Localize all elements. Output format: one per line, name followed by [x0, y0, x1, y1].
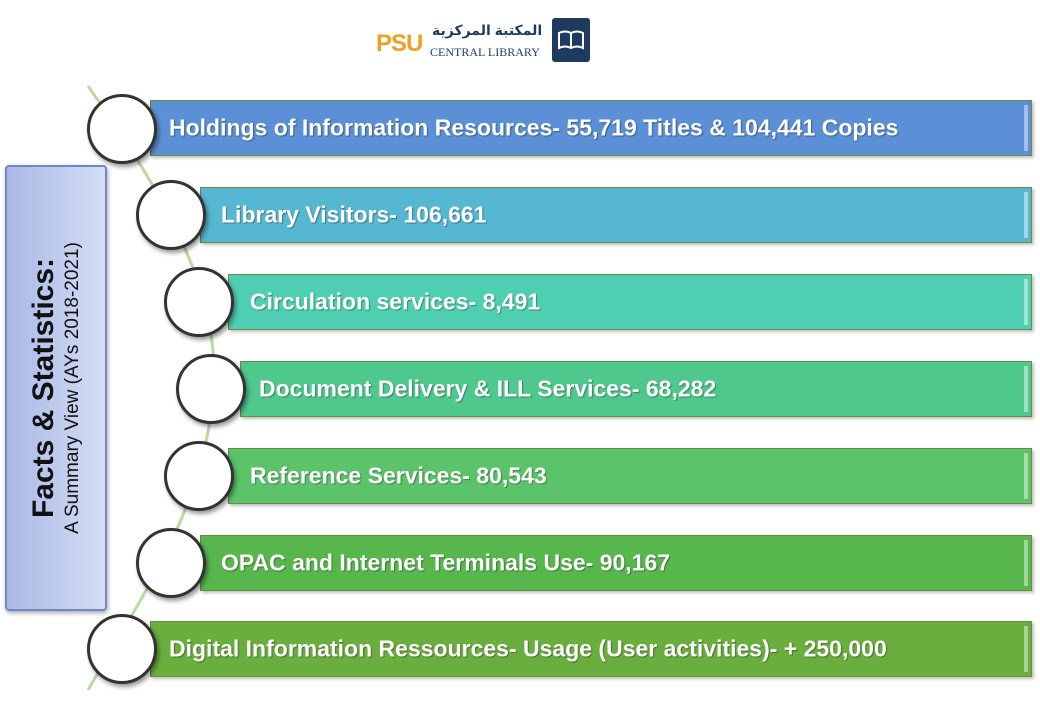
bar-digital-resources: Digital Information Ressources- Usage (U…: [150, 621, 1032, 677]
bar-opac: OPAC and Internet Terminals Use- 90,167: [200, 535, 1032, 591]
psu-central-library-logo: PSU المكتبة المركزية CENTRAL LIBRARY: [376, 18, 596, 66]
bar-label-holdings: Holdings of Information Resources- 55,71…: [169, 114, 899, 141]
bar-label-reference: Reference Services- 80,543: [250, 462, 547, 489]
circle-marker-2: [136, 180, 206, 250]
bar-label-visitors: Library Visitors- 106,661: [221, 201, 487, 228]
logo-arabic-text: المكتبة المركزية: [432, 22, 543, 38]
bar-label-document-delivery: Document Delivery & ILL Services- 68,282: [259, 375, 717, 402]
circle-marker-1: [87, 94, 157, 164]
bar-label-digital-resources: Digital Information Ressources- Usage (U…: [169, 635, 887, 662]
book-icon: [552, 18, 590, 62]
bar-label-opac: OPAC and Internet Terminals Use- 90,167: [221, 549, 671, 576]
facts-statistics-box: Facts & Statistics: A Summary View (AYs …: [5, 165, 107, 611]
circle-marker-6: [136, 528, 206, 598]
side-subtitle: A Summary View (AYs 2018-2021): [62, 242, 83, 534]
bar-circulation: Circulation services- 8,491: [228, 274, 1032, 330]
side-title: Facts & Statistics:: [27, 257, 60, 519]
bar-holdings: Holdings of Information Resources- 55,71…: [150, 100, 1032, 156]
circle-marker-3: [164, 267, 234, 337]
circle-marker-4: [176, 354, 246, 424]
bar-reference: Reference Services- 80,543: [228, 448, 1032, 504]
logo-psu-text: PSU: [376, 30, 423, 57]
circle-marker-5: [164, 441, 234, 511]
bar-visitors: Library Visitors- 106,661: [200, 187, 1032, 243]
bar-label-circulation: Circulation services- 8,491: [250, 288, 541, 315]
circle-marker-7: [87, 614, 157, 684]
bar-document-delivery: Document Delivery & ILL Services- 68,282: [240, 361, 1032, 417]
logo-english-text: CENTRAL LIBRARY: [430, 45, 540, 59]
